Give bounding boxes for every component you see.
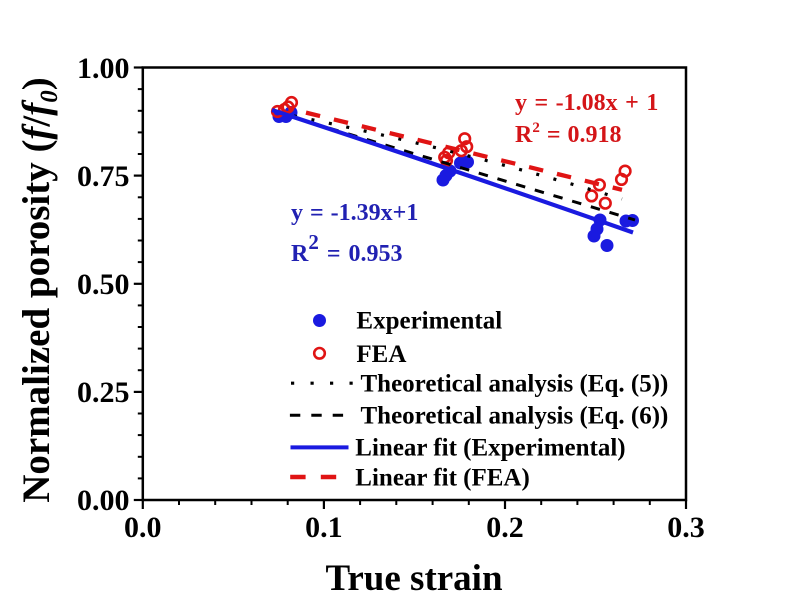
svg-text:0.25: 0.25 <box>77 376 130 409</box>
svg-text:0.3: 0.3 <box>667 511 705 544</box>
svg-text:Experimental: Experimental <box>356 308 502 335</box>
svg-text:1.00: 1.00 <box>77 52 130 85</box>
svg-text:Theoretical analysis (Eq. (6)): Theoretical analysis (Eq. (6)) <box>361 403 669 430</box>
svg-text:0.50: 0.50 <box>77 268 130 301</box>
svg-text:0.00: 0.00 <box>77 484 130 517</box>
svg-text:True strain: True strain <box>325 558 503 599</box>
svg-text:Linear fit (Experimental): Linear fit (Experimental) <box>355 434 625 461</box>
svg-text:FEA: FEA <box>356 341 406 368</box>
svg-text:0.0: 0.0 <box>124 511 162 544</box>
svg-text:0.2: 0.2 <box>486 511 524 544</box>
svg-text:y = -1.08x + 1: y = -1.08x + 1 <box>515 90 658 116</box>
svg-text:Normalized porosity (f/f0): Normalized porosity (f/f0) <box>15 77 63 503</box>
svg-text:R2 = 0.918: R2 = 0.918 <box>515 120 622 148</box>
svg-text:y = -1.39x+1: y = -1.39x+1 <box>291 200 418 226</box>
svg-text:0.1: 0.1 <box>305 511 343 544</box>
svg-text:Linear fit (FEA): Linear fit (FEA) <box>355 464 530 491</box>
svg-text:Theoretical analysis (Eq. (5)): Theoretical analysis (Eq. (5)) <box>361 371 669 398</box>
svg-text:0.75: 0.75 <box>77 160 130 193</box>
